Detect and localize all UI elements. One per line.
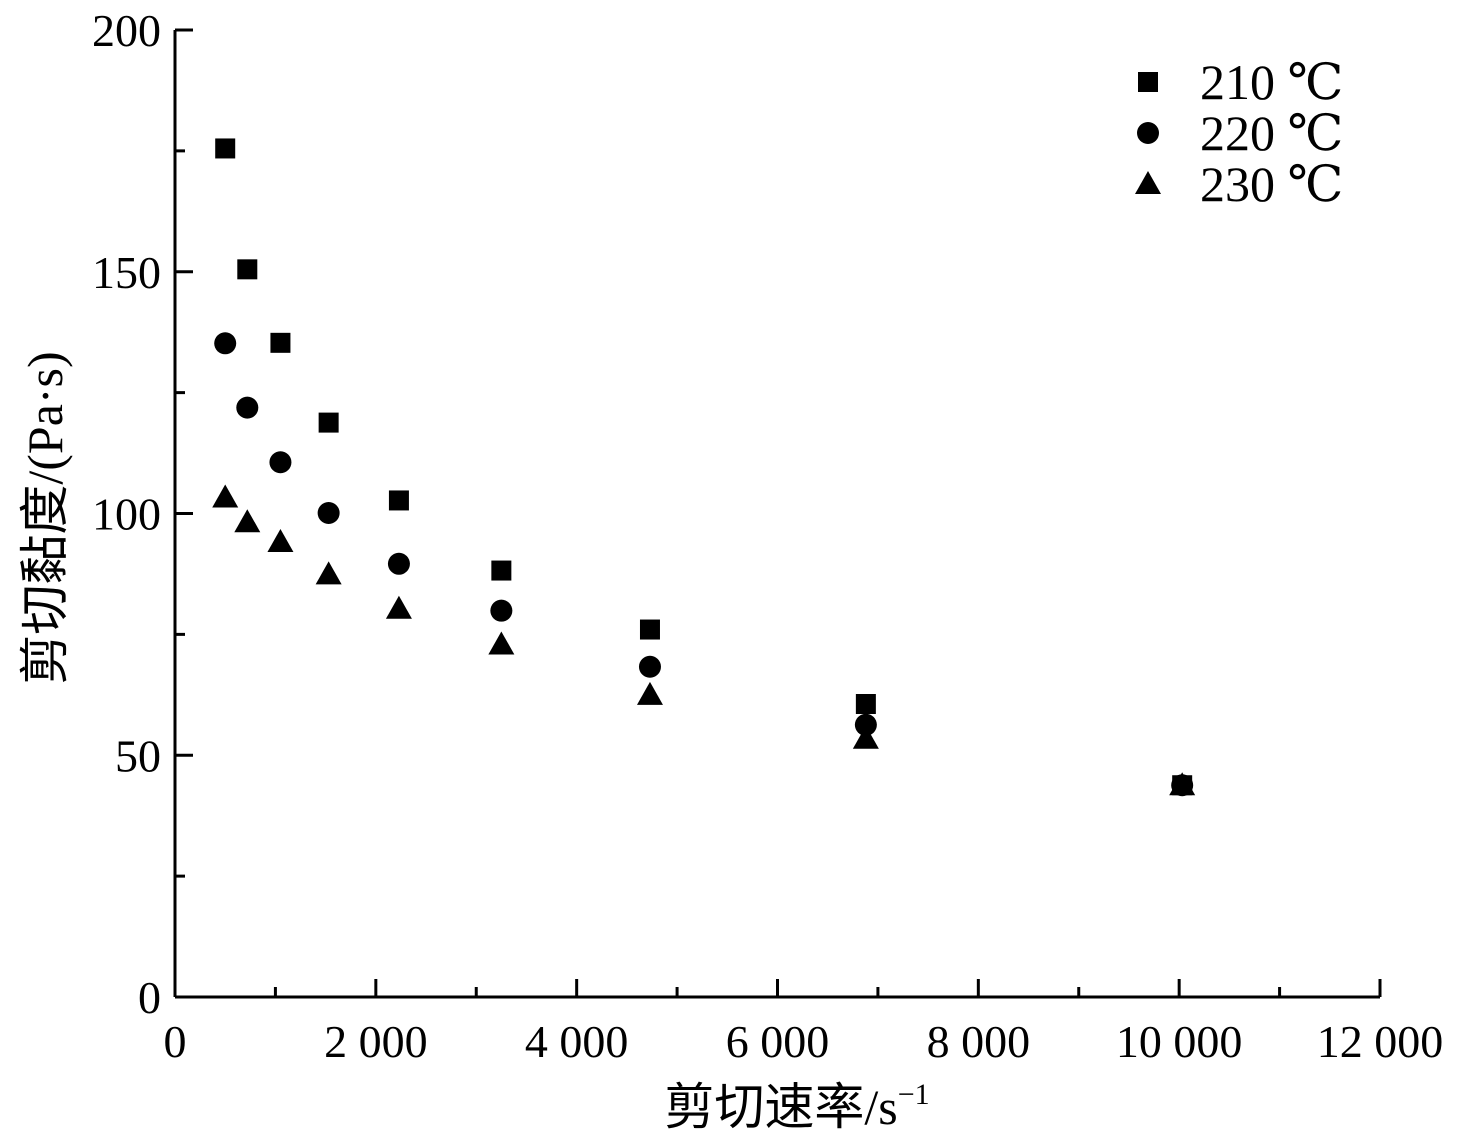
point-square (491, 560, 512, 581)
y-tick-label: 100 (92, 489, 161, 540)
point-triangle (385, 595, 412, 619)
point-circle (387, 552, 410, 575)
y-tick-label: 50 (115, 730, 161, 781)
point-square (318, 412, 339, 433)
legend-label: 220 ℃ (1200, 105, 1343, 161)
point-circle (638, 655, 661, 678)
point-triangle (636, 681, 663, 705)
point-circle (269, 451, 292, 474)
point-triangle (1169, 772, 1196, 796)
y-axis-label: 剪切黏度/(Pa·s) (17, 351, 73, 684)
point-triangle (488, 631, 515, 655)
x-tick-label: 6 000 (726, 1016, 830, 1067)
point-square (237, 259, 258, 280)
legend-marker-circle (1137, 122, 1159, 144)
y-tick-label: 200 (92, 5, 161, 56)
point-square (639, 619, 660, 640)
point-circle (490, 599, 513, 622)
point-circle (236, 396, 259, 419)
ticks: 0 2 000 4 000 6 000 8 000 10 000 12 000 0 50 100 1… (92, 5, 1443, 1067)
point-triangle (234, 509, 261, 533)
legend-label: 210 ℃ (1200, 54, 1343, 110)
y-tick-label: 0 (138, 972, 161, 1023)
point-square (388, 490, 409, 511)
point-circle (214, 332, 237, 355)
x-tick-label: 0 (164, 1016, 187, 1067)
point-circle (317, 502, 340, 525)
legend-marker-square (1138, 72, 1158, 92)
point-triangle (212, 484, 239, 508)
point-triangle (267, 529, 294, 553)
x-tick-label: 4 000 (525, 1016, 629, 1067)
point-circle (854, 713, 877, 736)
x-tick-label: 10 000 (1116, 1016, 1243, 1067)
x-tick-label: 8 000 (927, 1016, 1031, 1067)
data-points (212, 138, 1196, 797)
x-axis-label: 剪切速率/s−1 (664, 1078, 929, 1135)
point-square (270, 332, 291, 353)
legend-label: 230 ℃ (1200, 156, 1343, 212)
x-tick-label: 12 000 (1317, 1016, 1444, 1067)
x-tick-label: 2 000 (324, 1016, 428, 1067)
point-triangle (852, 725, 879, 749)
point-square (855, 693, 876, 714)
legend-marker-triangle (1135, 171, 1161, 194)
y-tick-label: 150 (92, 247, 161, 298)
point-triangle (315, 561, 342, 585)
point-square (215, 138, 236, 159)
